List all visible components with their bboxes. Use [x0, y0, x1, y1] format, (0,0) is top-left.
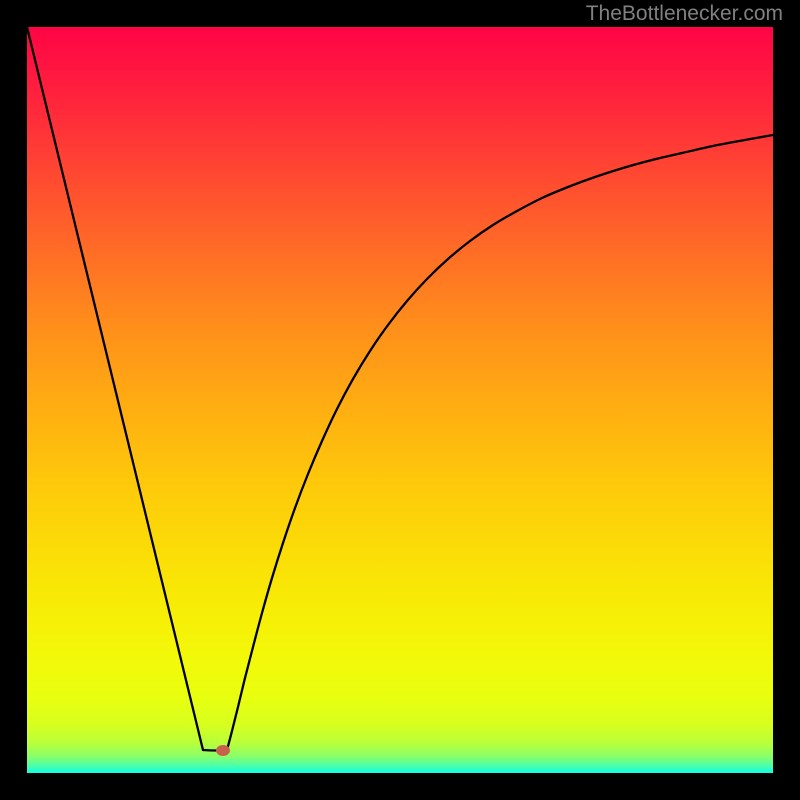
plot-area: [27, 27, 773, 773]
bottleneck-curve: [27, 27, 773, 773]
chart-root: { "watermark": { "text": "TheBottlenecke…: [0, 0, 800, 800]
watermark-text: TheBottlenecker.com: [586, 2, 783, 26]
optimum-marker-icon: [216, 745, 230, 756]
optimum-marker: [216, 743, 230, 761]
